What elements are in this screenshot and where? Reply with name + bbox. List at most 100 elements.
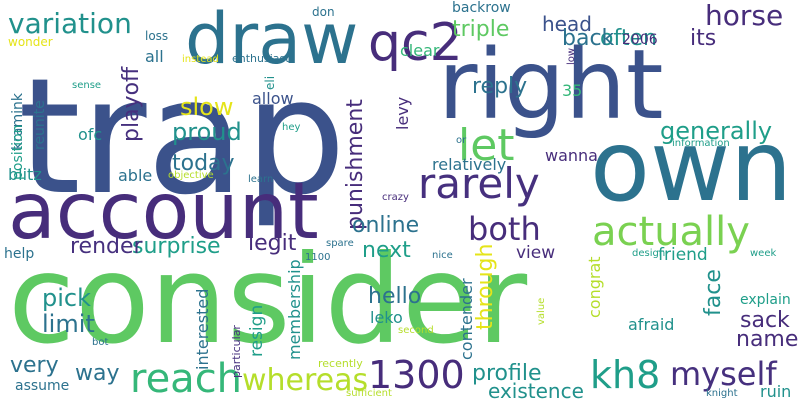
word-1300: 1300 — [368, 353, 465, 397]
word-sense: sense — [72, 80, 101, 91]
word-trap: trap — [18, 43, 346, 230]
word-sufficient: sufficient — [346, 388, 392, 399]
word-way: way — [75, 361, 120, 386]
word-limit: limit — [42, 310, 95, 338]
word-nice: nice — [432, 250, 453, 261]
word-often: often — [600, 26, 657, 51]
word-eli: eli — [263, 76, 277, 90]
word-legit: legit — [248, 231, 297, 256]
word-bot: bot — [92, 337, 108, 348]
word-or: or — [456, 135, 467, 146]
word-variation: variation — [8, 7, 132, 40]
word-head: head — [542, 12, 592, 36]
word-backrow: backrow — [452, 0, 511, 16]
word-rarely: rarely — [418, 159, 540, 208]
word-actually: actually — [592, 209, 750, 255]
word-congrat: congrat — [585, 256, 604, 318]
word-kh8: kh8 — [590, 353, 660, 397]
word-very: very — [10, 353, 59, 378]
word-consider: consider — [8, 229, 528, 371]
word-view: view — [516, 243, 555, 263]
word-triple: triple — [452, 17, 509, 42]
word-pick: pick — [42, 284, 91, 312]
word-blitz: blitz — [8, 165, 42, 184]
word-let: let — [458, 120, 515, 171]
word-learn: learn — [248, 174, 273, 185]
word-slow: slow — [180, 93, 233, 121]
word-low: low — [566, 48, 577, 65]
word-myself: myself — [670, 355, 777, 393]
word-knight: knight — [706, 388, 738, 399]
word-existence: existence — [488, 379, 584, 400]
word-hello: hello — [368, 284, 421, 309]
word-design: design — [632, 248, 665, 259]
word-name: name — [736, 327, 798, 352]
word-playoff: playoff — [119, 66, 144, 142]
word-qc2: qc2 — [368, 13, 463, 73]
word-back: back — [562, 26, 615, 51]
word-today: today — [172, 151, 235, 176]
word-levy: levy — [393, 97, 412, 130]
word-next: next — [362, 238, 411, 263]
word-hey: hey — [282, 122, 300, 133]
word-recently: recently — [318, 357, 363, 370]
word-spare: spare — [326, 238, 354, 249]
word-explain: explain — [740, 292, 791, 308]
word-allow: allow — [252, 89, 294, 108]
word-value: value — [536, 298, 547, 325]
word-2006: 2006 — [622, 32, 658, 48]
word-objective: objective — [168, 170, 214, 181]
word-sack: sack — [740, 308, 790, 333]
word-own: own — [590, 110, 792, 224]
word-ruin: ruin — [760, 382, 791, 400]
word-account: account — [8, 167, 319, 257]
word-help: help — [4, 246, 34, 262]
word-wonder: wonder — [8, 35, 53, 49]
word-online: online — [352, 213, 419, 238]
word-particular: particular — [230, 325, 243, 378]
word-enthusiast: enthusiast — [232, 52, 290, 65]
word-don: don — [312, 5, 335, 19]
word-render: render — [70, 234, 144, 259]
word-punishment: punishment — [343, 99, 368, 230]
word-1100: 1100 — [305, 252, 330, 263]
word-wanna: wanna — [545, 146, 598, 165]
word-ofc: ofc — [78, 125, 102, 144]
word-clear: clear — [400, 41, 440, 60]
word-its: its — [690, 26, 716, 51]
word-afraid: afraid — [628, 315, 674, 334]
word-crazy: crazy — [382, 192, 409, 203]
word-second: second — [398, 325, 434, 336]
word-draw: draw — [185, 0, 358, 80]
word-all: all — [145, 47, 164, 66]
word-profile: profile — [472, 361, 542, 386]
word-membership: membership — [285, 259, 304, 360]
word-whereas: whereas — [242, 363, 368, 398]
word-35: 35 — [562, 81, 582, 100]
word-face: face — [701, 269, 726, 316]
word-assume: assume — [15, 378, 69, 394]
word-friend: friend — [658, 245, 708, 265]
word-information: information — [672, 138, 730, 149]
word-resign: resign — [247, 305, 267, 357]
word-surprise: surprise — [132, 234, 221, 259]
word-relatively: relatively — [432, 155, 506, 174]
word-leko: leko — [370, 308, 403, 327]
word-week: week — [750, 248, 776, 259]
word-contender: contender — [457, 278, 476, 360]
word-position: position — [10, 125, 26, 180]
word-able: able — [118, 166, 152, 185]
word-through: through — [473, 244, 498, 330]
word-instead: instead — [182, 54, 219, 65]
word-reach: reach — [130, 356, 242, 400]
word-proud: proud — [172, 118, 242, 146]
word-reunite: reunite — [32, 100, 48, 150]
word-loss: loss — [145, 29, 168, 43]
word-generally: generally — [660, 117, 772, 145]
word-reply: reply — [472, 74, 527, 99]
word-right: right — [438, 29, 664, 141]
word-interested: interested — [193, 289, 212, 370]
word-both: both — [468, 210, 541, 248]
word-horse: horse — [705, 0, 783, 32]
